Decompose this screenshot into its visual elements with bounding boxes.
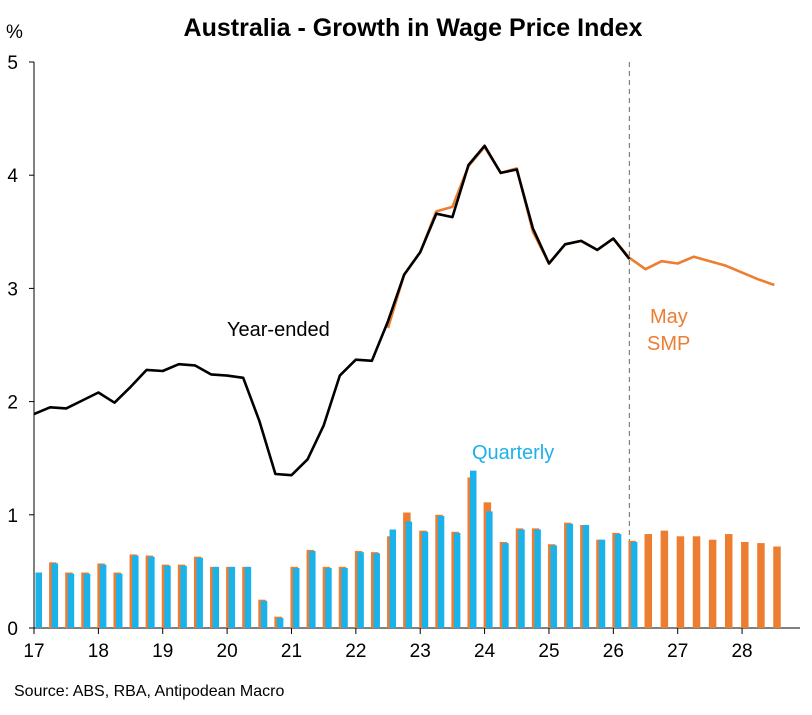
- quarterly-actual-bar: [598, 539, 606, 628]
- smp-annotation-line1: May: [650, 306, 688, 328]
- quarterly-actual-bar: [244, 566, 252, 628]
- x-tick-label: 23: [410, 641, 431, 662]
- y-tick-label: 2: [7, 393, 18, 414]
- quarterly-smp-bar: [660, 530, 669, 628]
- y-tick-label: 4: [7, 166, 18, 187]
- bar-group: [35, 470, 781, 628]
- smp-annotation-line2: SMP: [647, 333, 690, 355]
- quarterly-smp-bar: [708, 539, 717, 628]
- line-group: [33, 144, 775, 477]
- quarterly-actual-bar: [341, 568, 348, 628]
- quarterly-smp-bar: [676, 536, 685, 628]
- quarterly-actual-bar: [518, 529, 525, 628]
- axis-group: [29, 61, 800, 634]
- quarterly-actual-bar: [437, 515, 445, 628]
- quarterly-actual-bar: [389, 529, 397, 628]
- quarterly-actual-bar: [405, 521, 413, 628]
- quarterly-actual-bar: [260, 600, 268, 628]
- quarterly-actual-bar: [469, 470, 477, 628]
- quarterly-actual-bar: [51, 563, 59, 628]
- x-tick-label: 18: [88, 641, 109, 662]
- quarterly-actual-bar: [148, 556, 155, 628]
- x-tick-label: 27: [667, 641, 688, 662]
- quarterly-actual-bar: [115, 573, 123, 628]
- quarterly-actual-bar: [309, 551, 316, 628]
- quarterly-actual-bar: [83, 573, 91, 628]
- year-ended-annotation: Year-ended: [227, 319, 330, 341]
- y-tick-label: 3: [7, 279, 18, 300]
- chart-title: Australia - Growth in Wage Price Index: [184, 14, 643, 42]
- quarterly-actual-bar: [582, 524, 590, 628]
- quarterly-actual-bar: [67, 573, 75, 628]
- quarterly-actual-bar: [453, 532, 461, 628]
- quarterly-actual-bar: [550, 545, 557, 628]
- quarterly-smp-bar: [644, 534, 653, 628]
- quarterly-actual-bar: [99, 564, 107, 628]
- quarterly-actual-bar: [614, 534, 622, 628]
- x-tick-label: 22: [345, 641, 366, 662]
- quarterly-actual-bar: [486, 511, 493, 628]
- x-tick-label: 17: [23, 641, 44, 662]
- y-axis-unit-label: %: [6, 22, 23, 43]
- quarterly-actual-bar: [132, 555, 139, 628]
- year-ended-line: [33, 144, 631, 477]
- x-tick-label: 24: [474, 641, 496, 662]
- y-tick-label: 5: [7, 53, 18, 74]
- smp-forecast-line: [386, 145, 775, 329]
- x-tick-label: 26: [603, 641, 624, 662]
- y-tick-label: 0: [7, 619, 18, 640]
- x-tick-label: 21: [281, 641, 302, 662]
- quarterly-smp-bar: [724, 534, 733, 628]
- source-note: Source: ABS, RBA, Antipodean Macro: [14, 683, 284, 700]
- y-tick-label: 1: [7, 506, 18, 527]
- quarterly-actual-bar: [276, 617, 284, 628]
- quarterly-smp-bar: [741, 541, 749, 628]
- quarterly-actual-bar: [196, 557, 203, 628]
- quarterly-actual-bar: [180, 565, 187, 628]
- x-tick-label: 25: [538, 641, 559, 662]
- quarterly-annotation: Quarterly: [472, 442, 554, 464]
- quarterly-smp-bar: [692, 536, 701, 628]
- x-tick-label: 20: [217, 641, 238, 662]
- quarterly-actual-bar: [228, 566, 236, 628]
- quarterly-smp-bar: [757, 543, 765, 628]
- quarterly-actual-bar: [534, 529, 541, 628]
- quarterly-actual-bar: [630, 541, 638, 628]
- quarterly-actual-bar: [292, 568, 300, 628]
- quarterly-actual-bar: [164, 565, 171, 628]
- quarterly-actual-bar: [357, 552, 364, 628]
- quarterly-actual-bar: [502, 543, 509, 628]
- quarterly-actual-bar: [35, 572, 42, 628]
- x-tick-label: 19: [152, 641, 173, 662]
- quarterly-actual-bar: [566, 523, 574, 628]
- x-tick-label: 28: [731, 641, 752, 662]
- quarterly-actual-bar: [421, 531, 429, 628]
- quarterly-actual-bar: [373, 553, 380, 628]
- quarterly-actual-bar: [212, 566, 220, 628]
- quarterly-actual-bar: [325, 568, 332, 628]
- quarterly-smp-bar: [773, 546, 781, 628]
